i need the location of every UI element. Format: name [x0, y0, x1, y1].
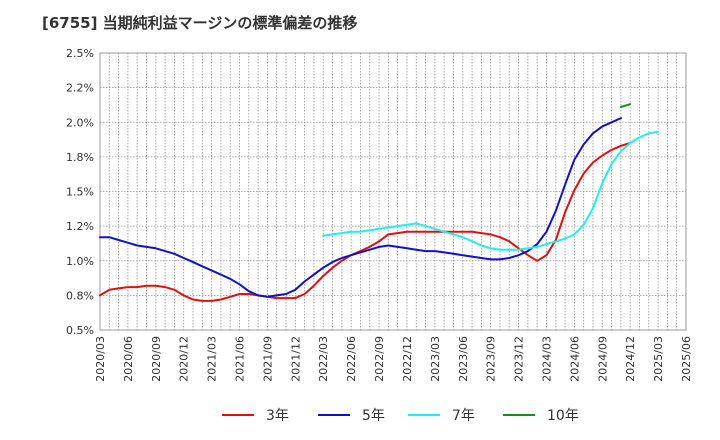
plot-frame — [99, 52, 687, 331]
y-tick-label: 2.0% — [66, 116, 94, 129]
series-line — [322, 130, 660, 251]
x-tick-label: 2020/06 — [122, 336, 135, 382]
legend-label: 7年 — [452, 408, 475, 424]
x-tick-label: 2021/12 — [289, 336, 302, 382]
grid — [99, 52, 687, 331]
chart-title: [6755] 当期純利益マージンの標準偏差の推移 — [42, 14, 358, 32]
x-tick-label: 2020/09 — [150, 336, 163, 382]
x-tick-label: 2023/06 — [457, 336, 470, 382]
y-tick-label: 2.5% — [66, 47, 94, 60]
series-line — [619, 103, 632, 108]
series-line — [99, 142, 632, 302]
x-tick-label: 2024/06 — [568, 336, 581, 382]
x-tick-label: 2023/12 — [513, 336, 526, 382]
y-tick-label: 0.5% — [66, 324, 94, 337]
x-tick-label: 2025/06 — [680, 336, 693, 382]
x-tick-label: 2021/06 — [234, 336, 247, 382]
x-tick-label: 2022/09 — [373, 336, 386, 382]
y-tick-label: 0.8% — [66, 289, 94, 302]
y-tick-label: 1.8% — [66, 151, 94, 164]
x-tick-label: 2021/09 — [261, 336, 274, 382]
x-tick-label: 2020/12 — [178, 336, 191, 382]
y-tick-label: 2.2% — [66, 82, 94, 95]
legend-label: 10年 — [547, 408, 579, 424]
x-tick-label: 2020/03 — [94, 336, 107, 382]
legend-label: 5年 — [362, 408, 385, 424]
x-tick-label: 2024/12 — [624, 336, 637, 382]
x-tick-label: 2021/03 — [206, 336, 219, 382]
x-tick-label: 2022/12 — [401, 336, 414, 382]
x-tick-label: 2024/09 — [596, 336, 609, 382]
y-tick-label: 1.0% — [66, 255, 94, 268]
x-tick-label: 2023/03 — [429, 336, 442, 382]
x-tick-label: 2022/03 — [317, 336, 330, 382]
axes: 0.5% 0.8% 1.0% 1.2% 1.5% 1.8% 2.0% 2.2% 2.5% 2020… — [66, 47, 693, 382]
x-tick-label: 2022/06 — [345, 336, 358, 382]
legend: 3年 5年 7年 10年 — [222, 408, 579, 424]
x-tick-label: 2023/09 — [485, 336, 498, 382]
series-layer — [99, 103, 660, 302]
y-tick-label: 1.2% — [66, 220, 94, 233]
x-tick-label: 2025/03 — [652, 336, 665, 382]
legend-label: 3年 — [266, 408, 289, 424]
x-tick-label: 2024/03 — [540, 336, 553, 382]
y-tick-label: 1.5% — [66, 186, 94, 199]
